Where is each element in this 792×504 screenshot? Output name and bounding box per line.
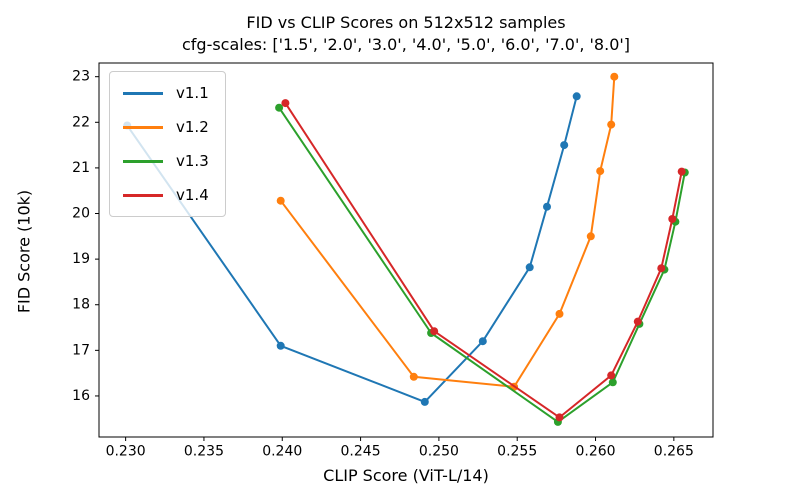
y-tick-label: 17 — [72, 342, 90, 358]
x-tick-label: 0.255 — [497, 444, 537, 460]
data-point-v1.4 — [555, 413, 564, 422]
data-point-v1.2 — [586, 232, 595, 241]
x-tick-label: 0.240 — [262, 444, 302, 460]
data-point-v1.1 — [276, 341, 285, 350]
x-tick-label: 0.250 — [419, 444, 459, 460]
chart-title-block: FID vs CLIP Scores on 512x512 samples cf… — [99, 12, 713, 56]
plot-frame — [98, 62, 714, 438]
legend-label: v1.1 — [176, 84, 209, 102]
data-point-v1.1 — [560, 141, 569, 150]
data-point-v1.2 — [607, 120, 616, 129]
y-tick-label: 22 — [72, 114, 90, 130]
data-point-v1.4 — [430, 327, 439, 336]
series-line-v1.1 — [126, 96, 578, 403]
data-point-v1.3 — [608, 378, 617, 387]
series-line-v1.2 — [279, 76, 616, 388]
y-axis-label: FID Score (10k) — [14, 189, 34, 314]
legend: v1.1 v1.2 v1.3 v1.4 — [109, 71, 226, 217]
series-line-v1.4 — [284, 102, 683, 419]
data-point-v1.1 — [572, 92, 581, 101]
data-point-v1.4 — [607, 371, 616, 380]
legend-line-swatch — [123, 125, 163, 129]
data-point-v1.2 — [276, 196, 285, 205]
data-point-v1.4 — [668, 215, 677, 223]
legend-label: v1.2 — [176, 118, 209, 136]
series-line-v1.3 — [278, 107, 686, 423]
y-tick-label: 18 — [72, 297, 90, 313]
data-point-v1.1 — [543, 202, 551, 211]
y-tick-label: 20 — [72, 206, 90, 222]
x-axis-label: CLIP Score (ViT-L/14) — [323, 466, 489, 485]
legend-label: v1.3 — [176, 152, 209, 170]
legend-item-v1.3: v1.3 — [123, 150, 209, 172]
chart-subtitle: cfg-scales: ['1.5', '2.0', '3.0', '4.0',… — [181, 35, 631, 54]
chart-title: FID vs CLIP Scores on 512x512 samples — [246, 13, 566, 32]
data-point-v1.1 — [478, 337, 487, 346]
data-point-v1.2 — [409, 372, 418, 381]
data-point-v1.2 — [610, 72, 619, 81]
legend-line-swatch — [123, 159, 163, 163]
legend-label: v1.4 — [176, 186, 209, 204]
data-point-v1.1 — [525, 263, 534, 272]
legend-item-v1.4: v1.4 — [123, 184, 209, 206]
data-point-v1.1 — [420, 397, 429, 406]
x-tick-label: 0.245 — [341, 444, 381, 460]
x-tick-label: 0.260 — [575, 444, 615, 460]
x-tick-label: 0.230 — [106, 444, 146, 460]
data-point-v1.4 — [677, 167, 686, 176]
data-point-v1.4 — [281, 99, 290, 108]
legend-item-v1.1: v1.1 — [123, 82, 209, 104]
x-tick-label: 0.235 — [184, 444, 224, 460]
legend-item-v1.2: v1.2 — [123, 116, 209, 138]
data-point-v1.4 — [633, 317, 642, 326]
legend-line-swatch — [123, 193, 163, 197]
y-tick-label: 23 — [72, 69, 90, 85]
y-tick-label: 19 — [72, 251, 90, 267]
y-tick-label: 21 — [72, 160, 90, 176]
data-point-v1.3 — [275, 103, 284, 112]
data-point-v1.2 — [555, 309, 564, 318]
y-tick-label: 16 — [72, 388, 90, 404]
x-tick-label: 0.265 — [654, 444, 694, 460]
legend-line-swatch — [123, 91, 163, 95]
data-point-v1.4 — [657, 264, 666, 273]
data-point-v1.2 — [596, 167, 605, 176]
